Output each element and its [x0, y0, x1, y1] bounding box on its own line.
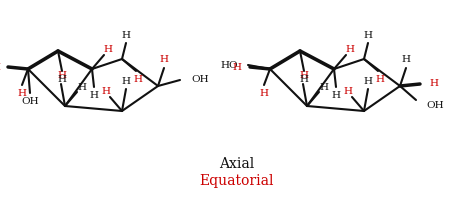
- Text: H: H: [57, 74, 66, 84]
- Text: OH: OH: [191, 75, 209, 85]
- Text: H: H: [90, 91, 99, 100]
- Text: H: H: [134, 74, 143, 84]
- Text: Equatorial: Equatorial: [200, 174, 274, 188]
- Text: H: H: [429, 79, 438, 89]
- Text: H: H: [346, 45, 355, 54]
- Text: H: H: [101, 87, 110, 96]
- Text: HO: HO: [220, 60, 238, 69]
- Text: H: H: [121, 30, 130, 39]
- Text: H: H: [364, 30, 373, 39]
- Text: Axial: Axial: [219, 157, 255, 171]
- Text: H: H: [375, 74, 384, 84]
- Text: H: H: [364, 76, 373, 86]
- Text: H: H: [300, 74, 309, 84]
- Text: H: H: [300, 71, 309, 81]
- Text: H: H: [331, 91, 340, 100]
- Text: H: H: [319, 83, 328, 92]
- Text: H: H: [121, 76, 130, 86]
- Text: OH: OH: [426, 101, 444, 110]
- Text: H: H: [78, 83, 86, 92]
- Text: H: H: [18, 89, 27, 98]
- Text: H: H: [103, 45, 112, 54]
- Text: H: H: [401, 56, 410, 64]
- Text: H: H: [259, 89, 268, 98]
- Text: H: H: [232, 62, 241, 71]
- Text: OH: OH: [21, 98, 39, 106]
- Text: H: H: [159, 56, 168, 64]
- Text: H: H: [57, 71, 66, 81]
- Text: H: H: [344, 87, 353, 96]
